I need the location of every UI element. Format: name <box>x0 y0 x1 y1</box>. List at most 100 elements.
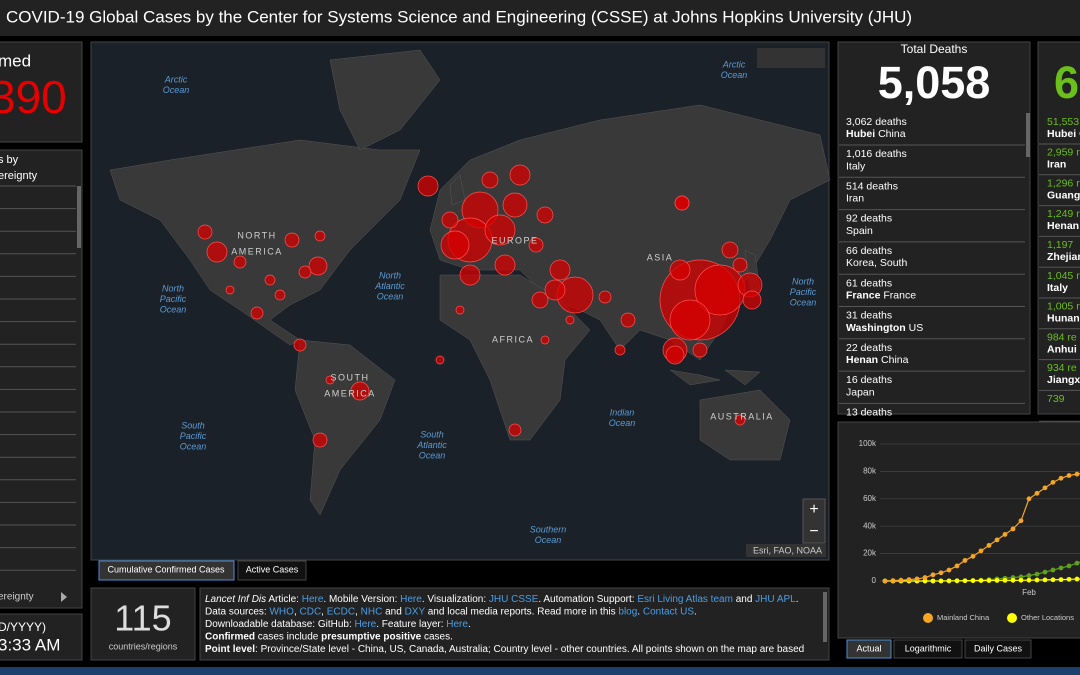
case-bubble[interactable] <box>417 175 439 197</box>
series-point[interactable] <box>1034 490 1040 496</box>
note-link[interactable]: WHO <box>269 606 294 617</box>
case-bubble[interactable] <box>264 274 276 286</box>
case-bubble[interactable] <box>314 230 326 242</box>
case-bubble[interactable] <box>350 381 370 401</box>
chart-tab-label[interactable]: Actual <box>856 643 881 653</box>
series-point[interactable] <box>1050 577 1056 583</box>
series-point[interactable] <box>986 542 992 548</box>
series-point[interactable] <box>994 537 1000 543</box>
zoom-control[interactable] <box>802 498 826 544</box>
case-bubble[interactable] <box>494 254 516 276</box>
series-point[interactable] <box>1058 565 1064 571</box>
series-point[interactable] <box>938 570 944 576</box>
series-point[interactable] <box>1010 526 1016 532</box>
series-point[interactable] <box>1018 577 1024 583</box>
map-tab-label[interactable]: Active Cases <box>246 564 299 574</box>
series-point[interactable] <box>938 578 944 584</box>
case-bubble[interactable] <box>440 230 470 260</box>
scrollbar[interactable] <box>1026 113 1030 157</box>
note-link[interactable]: Here <box>302 594 324 605</box>
case-bubble[interactable] <box>284 232 300 248</box>
case-bubble[interactable] <box>598 290 612 304</box>
death-location[interactable]: Iran <box>846 192 864 204</box>
death-location[interactable]: Washington US <box>846 322 923 334</box>
note-link[interactable]: ECDC <box>327 606 355 617</box>
note-link[interactable]: NHC <box>361 606 383 617</box>
series-point[interactable] <box>978 578 984 583</box>
case-bubble[interactable] <box>508 423 522 437</box>
series-point[interactable] <box>954 578 960 584</box>
case-bubble[interactable] <box>742 290 762 310</box>
series-point[interactable] <box>1026 577 1032 583</box>
series-point[interactable] <box>1066 473 1072 478</box>
case-bubble[interactable] <box>669 299 711 341</box>
case-bubble[interactable] <box>509 164 531 186</box>
series-point[interactable] <box>1026 496 1032 502</box>
case-bubble[interactable] <box>484 214 516 246</box>
series-point[interactable] <box>946 578 952 584</box>
note-link[interactable]: blog <box>618 606 637 617</box>
case-bubble[interactable] <box>197 224 213 240</box>
note-link[interactable]: Here <box>446 619 468 630</box>
series-point[interactable] <box>970 553 976 559</box>
note-link[interactable]: JHU CSSE <box>489 594 539 605</box>
zoom-out[interactable]: − <box>809 523 818 540</box>
case-bubble[interactable] <box>233 255 247 269</box>
death-location[interactable]: Henan China <box>846 354 909 366</box>
chart-tab-label[interactable]: Logarithmic <box>905 643 952 653</box>
series-point[interactable] <box>930 578 936 584</box>
legend-swatch[interactable] <box>1007 613 1017 623</box>
case-bubble[interactable] <box>531 291 549 309</box>
death-location[interactable]: France France <box>846 289 916 301</box>
case-bubble[interactable] <box>732 257 748 273</box>
map-tab[interactable] <box>98 560 235 581</box>
series-point[interactable] <box>978 548 984 554</box>
series-point[interactable] <box>986 578 992 583</box>
series-point[interactable] <box>1026 573 1032 578</box>
case-bubble[interactable] <box>206 241 228 263</box>
case-bubble[interactable] <box>250 306 264 320</box>
series-point[interactable] <box>1058 577 1064 583</box>
case-bubble[interactable] <box>528 237 544 253</box>
case-bubble[interactable] <box>298 265 312 279</box>
legend-label[interactable]: Mainland China <box>937 613 990 622</box>
next-arrow[interactable] <box>61 592 67 602</box>
case-bubble[interactable] <box>325 375 335 385</box>
note-link[interactable]: Here <box>355 619 377 630</box>
series-point[interactable] <box>1018 574 1024 580</box>
case-bubble[interactable] <box>502 192 528 218</box>
series-point[interactable] <box>1074 560 1080 566</box>
series-point[interactable] <box>1034 577 1040 583</box>
series-point[interactable] <box>1050 567 1056 573</box>
series-point[interactable] <box>954 563 960 569</box>
note-link[interactable]: Contact US <box>643 606 694 617</box>
series-point[interactable] <box>1034 571 1040 577</box>
series-point[interactable] <box>970 578 976 584</box>
series-point[interactable] <box>922 578 928 584</box>
case-bubble[interactable] <box>536 206 554 224</box>
case-bubble[interactable] <box>225 285 235 295</box>
death-location[interactable]: Korea, South <box>846 257 907 269</box>
series-point[interactable] <box>898 577 904 583</box>
legend-label[interactable]: Other Locations <box>1021 613 1074 622</box>
series-point[interactable] <box>1018 518 1024 524</box>
note-link[interactable]: CDC <box>300 606 322 617</box>
series-point[interactable] <box>1042 577 1048 583</box>
case-bubble[interactable] <box>549 259 571 281</box>
series-point[interactable] <box>922 575 928 580</box>
case-bubble[interactable] <box>544 279 566 301</box>
chart-tab[interactable] <box>964 639 1032 659</box>
note-link[interactable]: Esri Living Atlas team <box>637 594 733 605</box>
series-point[interactable] <box>890 578 896 583</box>
series-point[interactable] <box>1074 576 1080 582</box>
chart-tab[interactable] <box>846 639 892 659</box>
note-link[interactable]: JHU APL <box>755 594 796 605</box>
series-point[interactable] <box>1050 479 1056 485</box>
chart-tab[interactable] <box>893 639 963 659</box>
series-point[interactable] <box>1042 569 1048 575</box>
case-bubble[interactable] <box>692 342 708 358</box>
case-bubble[interactable] <box>734 414 746 426</box>
series-point[interactable] <box>1074 471 1080 477</box>
scrollbar[interactable] <box>823 592 827 642</box>
series-point[interactable] <box>962 578 968 584</box>
